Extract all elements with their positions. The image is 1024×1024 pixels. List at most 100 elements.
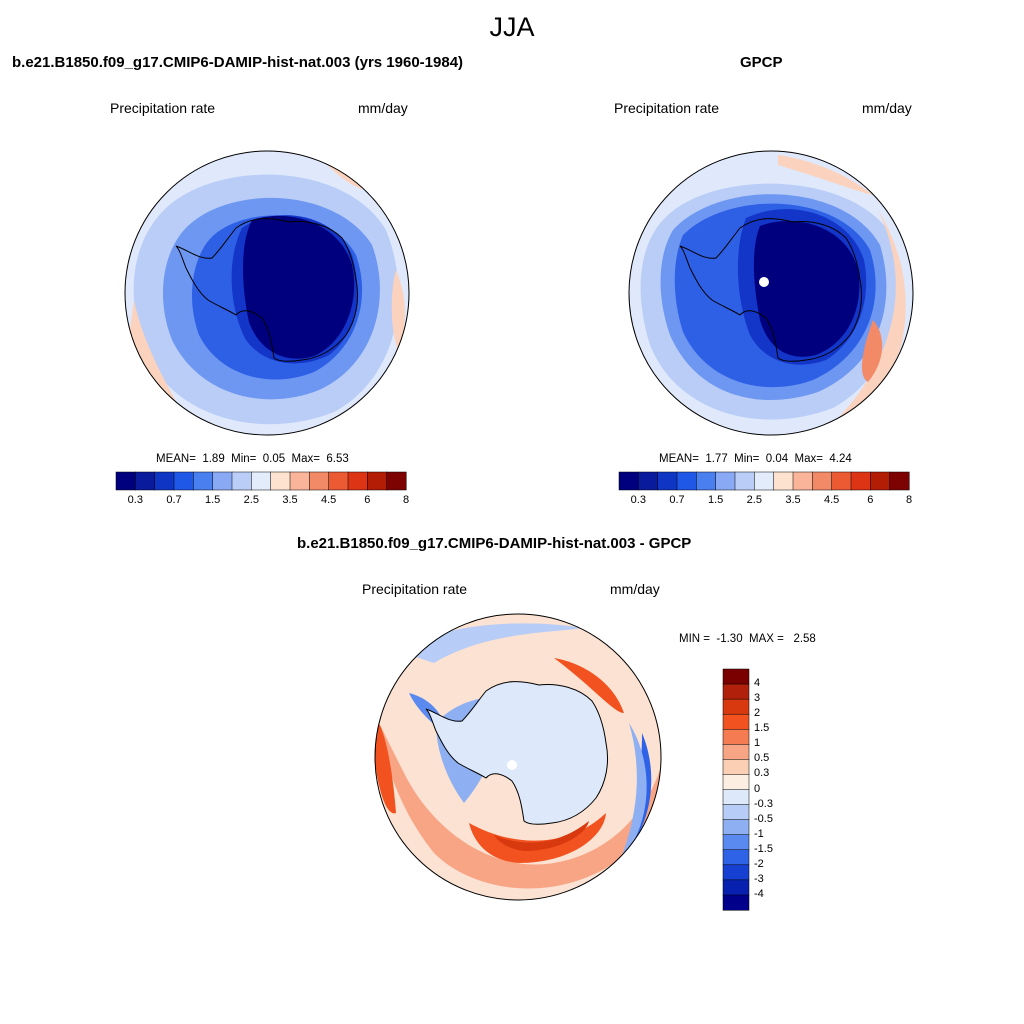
obs-colorbar-swatch <box>676 471 697 491</box>
obs-antarctica-coastline <box>679 218 863 362</box>
model-red-patch-left <box>125 220 131 259</box>
diff-colorbar-swatch <box>722 744 750 760</box>
diff-outer-red-band <box>375 713 661 889</box>
diff-antarctica-interior <box>426 681 608 825</box>
diff-min-label: MIN = <box>679 633 710 645</box>
obs-colorbar-tick-label: 4.5 <box>824 494 840 506</box>
obs-colorbar-swatch <box>754 471 775 491</box>
obs-colorbar-tick-label: 0.3 <box>630 494 646 506</box>
diff-variable-label: Precipitation rate <box>362 581 468 597</box>
diff-red-bottom <box>469 813 606 863</box>
model-colorbar-swatch <box>347 471 368 491</box>
obs-red-patch-lower-right <box>861 320 883 382</box>
diff-colorbar-swatch <box>722 849 750 866</box>
model-colorbar-swatch <box>386 471 407 491</box>
obs-colorbar-tick-label: 0.7 <box>669 494 685 506</box>
obs-colorbar-swatch <box>734 471 755 491</box>
model-stats: MEAN= 1.89 Min= 0.05 Max= 6.53 <box>156 453 349 465</box>
diff-colorbar-swatch <box>722 879 750 896</box>
obs-units-label: mm/day <box>862 100 912 116</box>
diff-colorbar-swatch <box>722 804 750 821</box>
obs-colorbar-swatch <box>889 471 910 491</box>
model-colorbar-swatch <box>367 471 388 491</box>
model-colorbar-swatch <box>173 471 194 491</box>
diff-colorbar-swatch <box>722 819 750 836</box>
model-colorbar-tick-label: 6 <box>364 494 371 506</box>
diff-colorbar-tick-label: 2 <box>754 707 761 720</box>
model-colorbar-swatch <box>154 471 175 491</box>
model-band-core <box>243 215 355 359</box>
diff-colorbar-swatch <box>722 774 750 791</box>
obs-colorbar-swatch <box>696 471 717 491</box>
model-colorbar <box>115 471 407 491</box>
diff-colorbar-swatch <box>722 713 750 730</box>
diff-pole-mask <box>507 760 517 770</box>
diff-red-bottom-dark <box>494 821 589 851</box>
diff-panel-title: b.e21.B1850.f09_g17.CMIP6-DAMIP-hist-nat… <box>297 535 692 552</box>
model-colorbar-swatch <box>212 471 233 491</box>
obs-colorbar-swatch <box>638 471 659 491</box>
diff-colorbar <box>722 668 750 911</box>
model-max-label: Max= <box>291 453 320 465</box>
diff-stats: MIN = -1.30 MAX = 2.58 <box>679 633 816 645</box>
obs-colorbar-tick-label: 8 <box>905 494 913 506</box>
obs-colorbar-swatch <box>870 471 891 491</box>
obs-colorbar-tick-label: 6 <box>867 494 874 506</box>
diff-colorbar-tick-label: -0.5 <box>754 812 773 825</box>
diff-colorbar-swatch <box>722 698 750 715</box>
model-colorbar-tick-label: 0.7 <box>166 494 182 506</box>
obs-max-value: 4.24 <box>829 453 852 465</box>
model-colorbar-tick-label: 4.5 <box>321 494 337 506</box>
diff-colorbar-tick-label: 4 <box>754 677 761 690</box>
diff-colorbar-tick-label: 1.5 <box>754 722 770 735</box>
model-colorbar-swatch <box>270 471 291 491</box>
model-min-value: 0.05 <box>262 453 286 465</box>
diff-colorbar-tick-label: -0.3 <box>754 797 773 810</box>
obs-colorbar-tick-label: 3.5 <box>785 494 801 506</box>
model-mean-label: MEAN= <box>156 453 196 465</box>
obs-stats: MEAN= 1.77 Min= 0.04 Max= 4.24 <box>659 453 852 465</box>
diff-colorbar-swatch <box>722 729 750 745</box>
model-variable-label: Precipitation rate <box>110 100 216 116</box>
model-min-label: Min= <box>231 453 257 465</box>
diff-colorbar-swatch <box>722 759 750 775</box>
diff-colorbar-tick-label: -2 <box>754 857 764 870</box>
obs-colorbar-swatch <box>715 471 736 491</box>
obs-colorbar-swatch <box>792 471 813 491</box>
obs-mean-value: 1.77 <box>705 453 728 465</box>
diff-colorbar-swatch <box>722 834 750 851</box>
diff-colorbar-tick-label: 0.5 <box>754 752 770 765</box>
season-title: JJA <box>489 12 535 42</box>
obs-variable-label: Precipitation rate <box>614 100 720 116</box>
diff-min-value: -1.30 <box>716 633 743 645</box>
model-max-value: 6.53 <box>326 453 349 465</box>
model-mean-value: 1.89 <box>202 453 225 465</box>
model-polar-map <box>124 150 410 436</box>
diff-map-border <box>374 613 662 901</box>
diff-colorbar-tick-label: -1 <box>754 827 764 840</box>
diff-antarctica-coastline <box>425 681 609 825</box>
obs-pole-mask <box>759 277 769 287</box>
model-colorbar-swatch <box>309 471 330 491</box>
model-colorbar-swatch <box>115 471 136 491</box>
model-colorbar-swatch <box>328 471 349 491</box>
model-units-label: mm/day <box>358 100 408 116</box>
diff-colorbar-tick-label: 0 <box>754 782 761 795</box>
obs-polar-map <box>628 150 914 436</box>
model-red-patch-right <box>391 270 405 350</box>
obs-colorbar-swatch <box>657 471 678 491</box>
obs-max-label: Max= <box>794 453 823 465</box>
obs-red-ring-right <box>828 210 906 428</box>
model-colorbar-tick-label: 2.5 <box>243 494 259 506</box>
model-colorbar-swatch <box>135 471 156 491</box>
model-colorbar-swatch <box>231 471 252 491</box>
diff-blue-top <box>404 623 584 663</box>
obs-map-border <box>628 150 914 436</box>
diff-colorbar-tick-label: -3 <box>754 872 764 885</box>
model-panel-title: b.e21.B1850.f09_g17.CMIP6-DAMIP-hist-nat… <box>12 54 464 71</box>
diff-colorbar-tick-label: -4 <box>754 887 764 900</box>
obs-band-core <box>753 221 860 357</box>
diff-colorbar-tick-label: 3 <box>754 692 761 705</box>
diff-colorbar-swatch <box>722 683 750 700</box>
obs-colorbar-swatch <box>850 471 871 491</box>
